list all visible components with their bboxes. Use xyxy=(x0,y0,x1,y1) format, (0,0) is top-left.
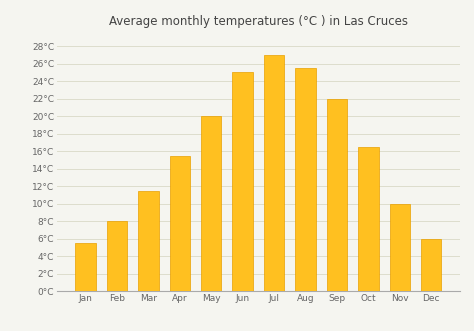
Bar xyxy=(75,243,96,291)
Bar xyxy=(358,147,379,291)
Title: Average monthly temperatures (°C ) in Las Cruces: Average monthly temperatures (°C ) in La… xyxy=(109,15,408,28)
Bar xyxy=(107,221,127,291)
Bar xyxy=(201,116,221,291)
Bar xyxy=(264,55,284,291)
Bar xyxy=(170,156,190,291)
Bar xyxy=(295,68,316,291)
Bar xyxy=(390,204,410,291)
Bar xyxy=(327,99,347,291)
Bar xyxy=(421,239,441,291)
Bar xyxy=(138,191,158,291)
Bar xyxy=(232,72,253,291)
